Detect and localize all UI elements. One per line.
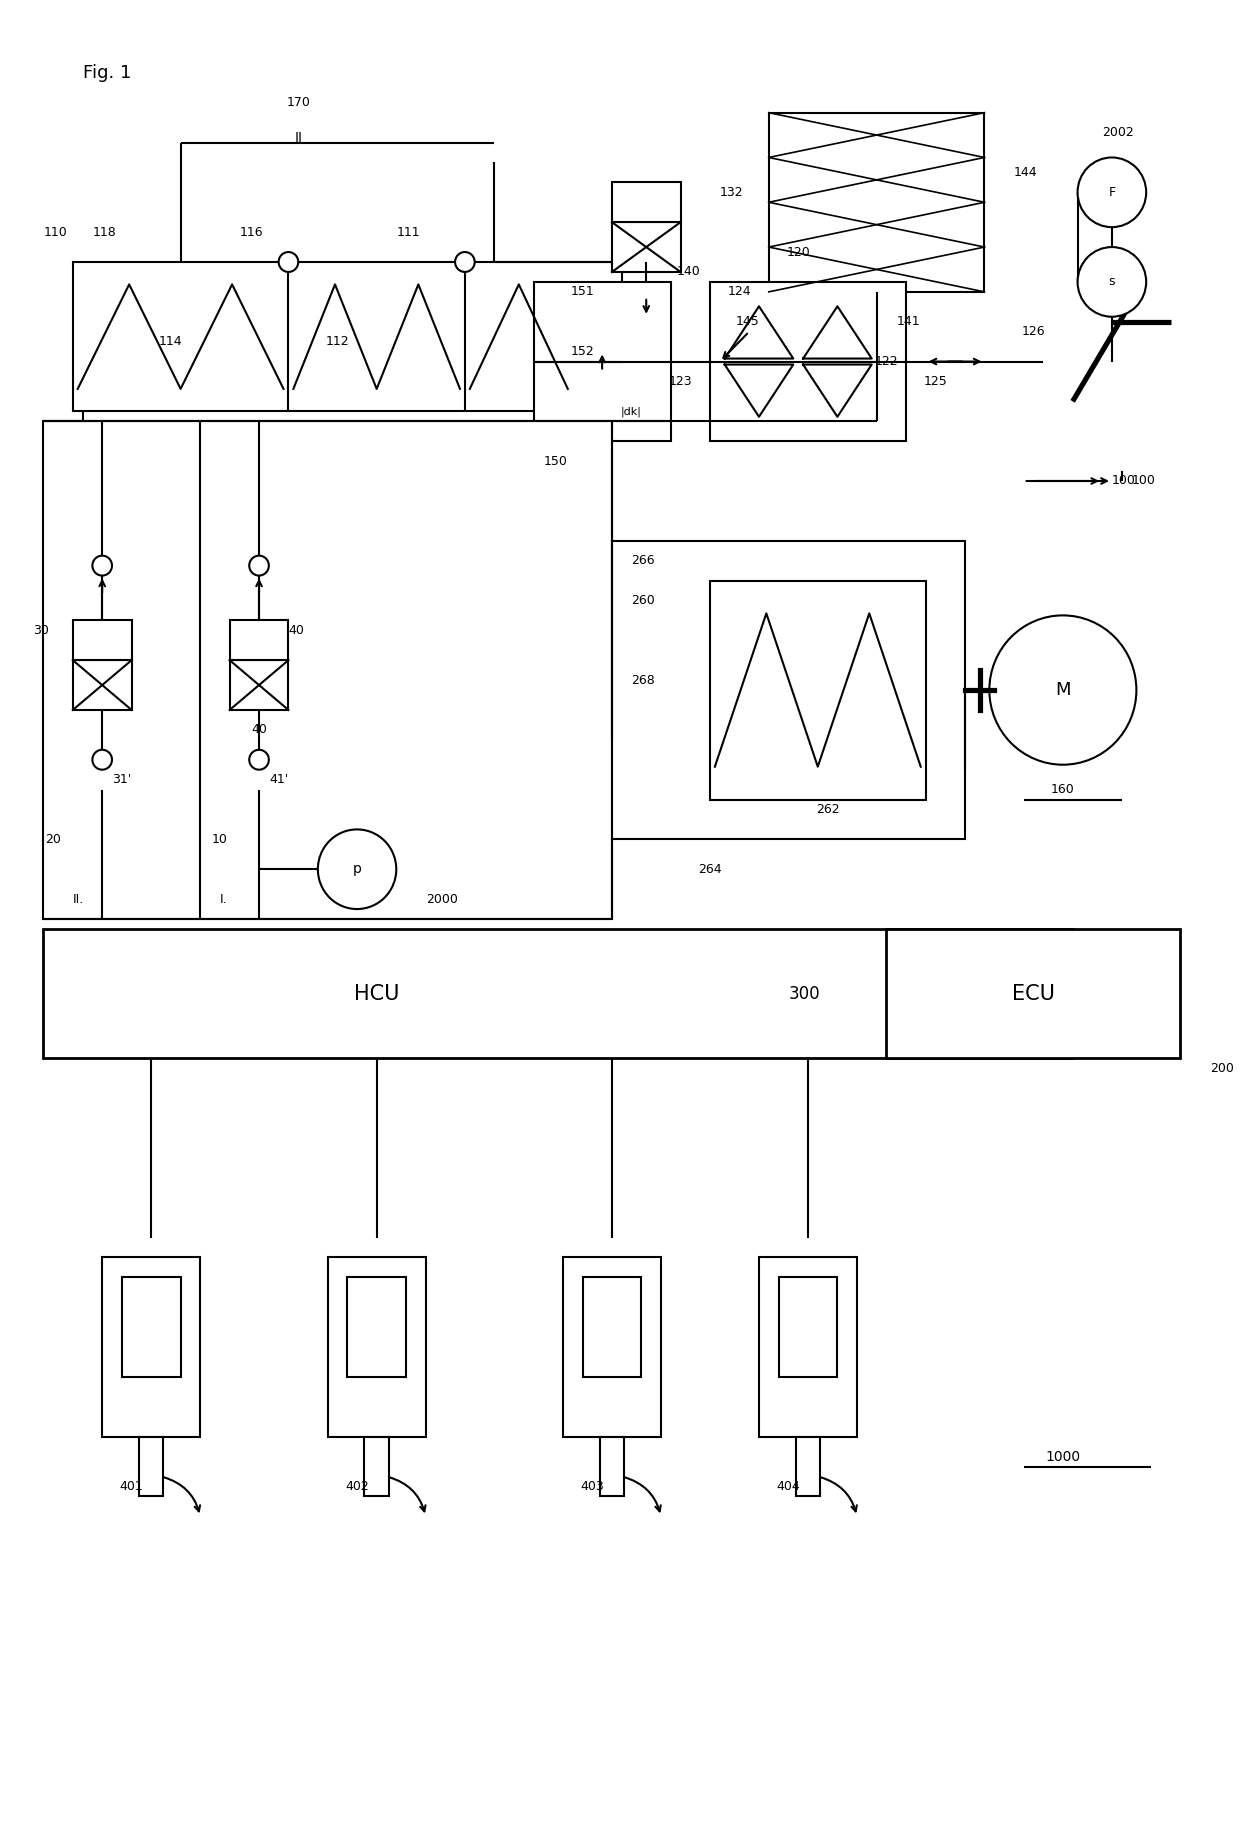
Bar bbox=[365, 1436, 389, 1497]
Text: 126: 126 bbox=[1022, 326, 1045, 338]
Text: 262: 262 bbox=[816, 804, 839, 817]
Text: 141: 141 bbox=[897, 314, 920, 327]
Circle shape bbox=[279, 252, 299, 272]
Circle shape bbox=[93, 750, 112, 771]
Text: 264: 264 bbox=[698, 862, 722, 875]
Text: 1000: 1000 bbox=[1045, 1449, 1080, 1464]
Text: 100: 100 bbox=[1112, 474, 1136, 487]
Bar bbox=[711, 281, 906, 441]
Bar bbox=[122, 1278, 181, 1377]
Text: 111: 111 bbox=[397, 226, 420, 239]
Text: 122: 122 bbox=[874, 355, 898, 368]
Text: 402: 402 bbox=[345, 1480, 370, 1493]
Bar bbox=[229, 660, 289, 710]
Text: 124: 124 bbox=[728, 285, 751, 298]
Text: p: p bbox=[352, 862, 362, 875]
Text: 41': 41' bbox=[269, 772, 288, 785]
Bar bbox=[347, 1278, 405, 1377]
Text: 152: 152 bbox=[570, 346, 594, 359]
Text: HCU: HCU bbox=[353, 984, 399, 1004]
Text: 150: 150 bbox=[543, 454, 567, 467]
Text: 40: 40 bbox=[252, 723, 267, 736]
Text: 160: 160 bbox=[1052, 783, 1075, 796]
Text: |dk|: |dk| bbox=[621, 406, 642, 417]
Text: 401: 401 bbox=[120, 1480, 144, 1493]
Text: 145: 145 bbox=[735, 314, 759, 327]
Text: M: M bbox=[1055, 680, 1070, 699]
Bar bbox=[611, 182, 681, 223]
Text: F: F bbox=[1109, 186, 1116, 199]
Text: 266: 266 bbox=[631, 554, 655, 566]
Bar bbox=[139, 1436, 164, 1497]
Text: 112: 112 bbox=[326, 335, 350, 348]
Text: ECU: ECU bbox=[1012, 984, 1055, 1004]
Bar bbox=[611, 223, 681, 272]
Circle shape bbox=[249, 750, 269, 771]
Bar bbox=[779, 1278, 837, 1377]
Text: 30: 30 bbox=[33, 623, 50, 636]
Text: 118: 118 bbox=[93, 226, 117, 239]
Text: 100: 100 bbox=[1131, 474, 1156, 487]
Bar bbox=[73, 261, 621, 412]
Text: 120: 120 bbox=[786, 246, 810, 259]
Text: 200: 200 bbox=[1210, 1061, 1234, 1074]
Bar bbox=[759, 1258, 857, 1436]
Text: 140: 140 bbox=[676, 265, 701, 278]
Bar bbox=[43, 421, 611, 920]
Text: I.: I. bbox=[219, 892, 227, 905]
Bar bbox=[73, 620, 131, 660]
Bar bbox=[43, 929, 1073, 1059]
Text: 31': 31' bbox=[112, 772, 131, 785]
Text: Fig. 1: Fig. 1 bbox=[83, 64, 131, 83]
Circle shape bbox=[317, 829, 397, 908]
Bar bbox=[563, 1258, 661, 1436]
Circle shape bbox=[1078, 246, 1146, 316]
Text: 110: 110 bbox=[43, 226, 67, 239]
Text: 2002: 2002 bbox=[1102, 127, 1133, 140]
Text: 10: 10 bbox=[212, 833, 228, 846]
Bar bbox=[600, 1436, 624, 1497]
Text: II.: II. bbox=[73, 892, 84, 905]
Bar bbox=[229, 620, 289, 660]
Text: 2000: 2000 bbox=[425, 892, 458, 905]
Bar bbox=[73, 660, 131, 710]
Bar bbox=[583, 1278, 641, 1377]
Text: 125: 125 bbox=[924, 375, 947, 388]
Text: 20: 20 bbox=[45, 833, 61, 846]
Circle shape bbox=[249, 555, 269, 576]
Text: s: s bbox=[1109, 276, 1115, 289]
Bar bbox=[102, 1258, 200, 1436]
Bar bbox=[796, 1436, 820, 1497]
Bar bbox=[769, 112, 985, 292]
Text: 144: 144 bbox=[1014, 166, 1038, 178]
Text: II: II bbox=[294, 131, 303, 145]
Text: 114: 114 bbox=[159, 335, 182, 348]
Text: 300: 300 bbox=[789, 984, 820, 1002]
Text: 116: 116 bbox=[239, 226, 263, 239]
Bar bbox=[887, 929, 1180, 1059]
Text: 403: 403 bbox=[580, 1480, 604, 1493]
Text: 170: 170 bbox=[286, 96, 310, 109]
Bar bbox=[711, 581, 925, 800]
Bar bbox=[327, 1258, 425, 1436]
Bar bbox=[611, 541, 965, 839]
Circle shape bbox=[990, 616, 1136, 765]
Circle shape bbox=[93, 555, 112, 576]
Text: 151: 151 bbox=[570, 285, 594, 298]
Circle shape bbox=[1078, 158, 1146, 228]
Text: 268: 268 bbox=[631, 673, 655, 686]
Text: 40: 40 bbox=[289, 623, 304, 636]
Text: 123: 123 bbox=[668, 375, 692, 388]
Text: 260: 260 bbox=[631, 594, 655, 607]
Text: 404: 404 bbox=[776, 1480, 800, 1493]
Text: 132: 132 bbox=[719, 186, 744, 199]
Circle shape bbox=[455, 252, 475, 272]
Bar bbox=[533, 281, 671, 441]
